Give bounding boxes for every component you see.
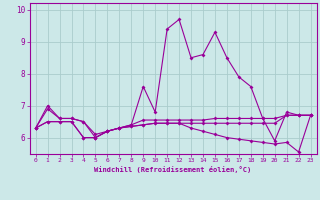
X-axis label: Windchill (Refroidissement éolien,°C): Windchill (Refroidissement éolien,°C) [94,166,252,173]
